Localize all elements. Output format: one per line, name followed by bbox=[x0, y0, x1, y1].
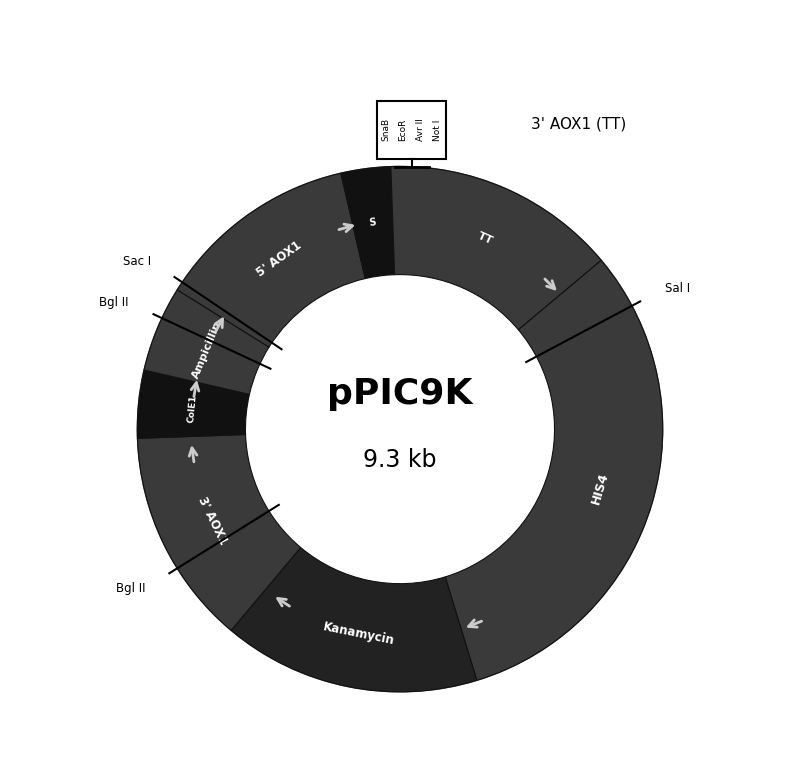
Text: Kanamycin: Kanamycin bbox=[322, 620, 395, 647]
Text: 5' AOX1: 5' AOX1 bbox=[254, 239, 304, 280]
Circle shape bbox=[246, 275, 554, 583]
Text: TT: TT bbox=[476, 230, 494, 246]
Wedge shape bbox=[391, 166, 602, 330]
Wedge shape bbox=[178, 173, 366, 348]
Text: Sal I: Sal I bbox=[665, 282, 690, 295]
Text: ColE1: ColE1 bbox=[186, 394, 198, 423]
Text: Sac I: Sac I bbox=[123, 255, 151, 268]
Text: Ampicillin: Ampicillin bbox=[191, 319, 223, 380]
Text: HIS4: HIS4 bbox=[589, 471, 611, 506]
Text: SnaB: SnaB bbox=[381, 119, 390, 141]
Wedge shape bbox=[138, 434, 301, 630]
Wedge shape bbox=[138, 166, 662, 692]
Wedge shape bbox=[445, 260, 662, 680]
Text: S: S bbox=[369, 217, 377, 228]
Text: Bgl II: Bgl II bbox=[116, 582, 146, 594]
Wedge shape bbox=[138, 370, 250, 438]
Text: 3' AOX1 (TT): 3' AOX1 (TT) bbox=[531, 116, 626, 131]
Text: Bgl II: Bgl II bbox=[98, 296, 128, 309]
Text: 9.3 kb: 9.3 kb bbox=[363, 448, 437, 472]
Wedge shape bbox=[144, 290, 269, 394]
Text: pPIC9K: pPIC9K bbox=[327, 377, 473, 412]
Text: 3' AOX1: 3' AOX1 bbox=[195, 494, 230, 547]
Wedge shape bbox=[341, 166, 394, 279]
Text: EcoR: EcoR bbox=[398, 119, 407, 141]
Text: Avr II: Avr II bbox=[416, 119, 425, 141]
Text: Not I: Not I bbox=[433, 119, 442, 141]
Bar bbox=[377, 101, 446, 159]
Wedge shape bbox=[231, 547, 477, 692]
